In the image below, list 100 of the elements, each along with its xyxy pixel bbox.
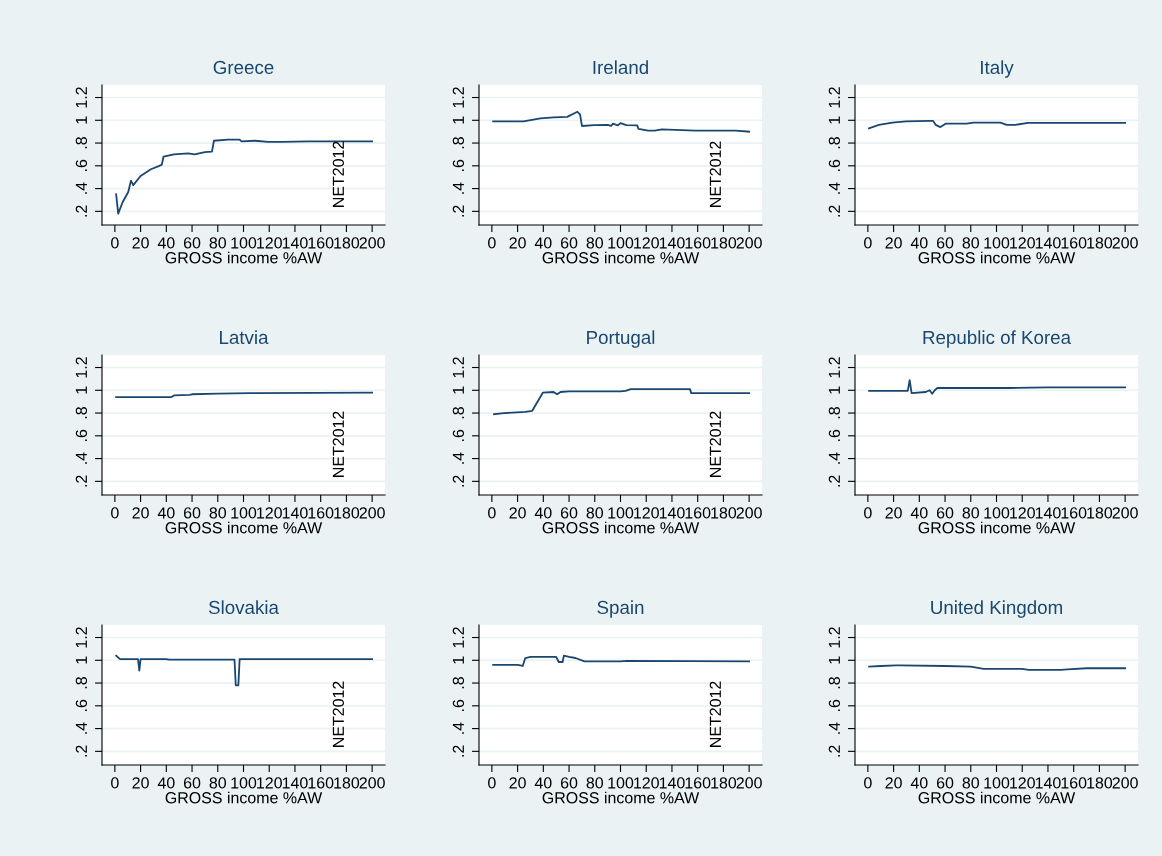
y-tick-label: 1 bbox=[452, 656, 464, 664]
x-tick-label: 40 bbox=[157, 237, 175, 249]
x-axis-title: GROSS income %AW bbox=[542, 791, 700, 804]
y-tick-label: 1 bbox=[452, 386, 464, 394]
y-tick-label: .6 bbox=[828, 429, 841, 442]
x-tick-label: 0 bbox=[864, 237, 872, 249]
x-tick-label: 200 bbox=[1112, 507, 1138, 519]
x-tick-label: 0 bbox=[488, 507, 496, 519]
x-tick-label: 120 bbox=[257, 237, 282, 249]
line-series bbox=[867, 119, 1127, 130]
y-tick-label: .2 bbox=[75, 475, 87, 487]
x-tick-label: 20 bbox=[885, 237, 902, 249]
x-tick-label: 60 bbox=[560, 237, 578, 249]
x-tick-label: 40 bbox=[910, 507, 928, 519]
y-tick-label: .6 bbox=[828, 699, 841, 712]
y-tick-label: .4 bbox=[75, 722, 87, 734]
x-tick-label: 60 bbox=[183, 507, 201, 519]
x-tick-label: 140 bbox=[1035, 237, 1061, 249]
x-tick-label: 140 bbox=[282, 777, 308, 789]
y-tick-label: .4 bbox=[452, 452, 464, 464]
x-axis-title: GROSS income %AW bbox=[918, 521, 1076, 534]
y-tick-label: 1.2 bbox=[828, 357, 840, 378]
x-tick-label: 40 bbox=[910, 777, 928, 789]
x-tick-label: 60 bbox=[936, 237, 954, 249]
x-tick-label: 160 bbox=[308, 237, 334, 249]
y-tick-label: .8 bbox=[75, 407, 88, 419]
x-tick-label: 180 bbox=[1087, 237, 1113, 249]
x-tick-label: 60 bbox=[560, 777, 578, 789]
x-tick-label: 160 bbox=[1061, 237, 1087, 249]
x-tick-label: 80 bbox=[962, 237, 980, 249]
x-tick-label: 180 bbox=[334, 237, 360, 249]
x-tick-label: 20 bbox=[509, 507, 526, 519]
x-tick-label: 100 bbox=[231, 507, 257, 519]
x-tick-label: 140 bbox=[659, 237, 685, 249]
x-tick-label: 40 bbox=[157, 507, 175, 519]
x-tick-label: 80 bbox=[962, 777, 980, 789]
y-tick-label: 1.2 bbox=[828, 627, 840, 648]
x-tick-label: 100 bbox=[608, 507, 634, 519]
x-tick-label: 100 bbox=[984, 237, 1010, 249]
x-tick-label: 100 bbox=[984, 777, 1010, 789]
chart-title: Spain bbox=[597, 600, 644, 618]
y-tick-label: .6 bbox=[452, 429, 465, 442]
x-tick-label: 0 bbox=[111, 777, 119, 789]
x-tick-label: 60 bbox=[560, 507, 578, 519]
y-tick-label: 1.2 bbox=[452, 627, 464, 648]
y-tick-label: 1 bbox=[828, 386, 840, 394]
x-axis-title: GROSS income %AW bbox=[165, 791, 323, 804]
x-tick-label: 20 bbox=[885, 507, 902, 519]
x-tick-label: 0 bbox=[488, 237, 496, 249]
x-tick-label: 160 bbox=[685, 507, 711, 519]
y-tick-label: 1.2 bbox=[75, 87, 87, 108]
y-tick-label: .8 bbox=[452, 137, 465, 149]
y-tick-label: .4 bbox=[452, 722, 464, 734]
x-tick-label: 120 bbox=[1010, 237, 1035, 249]
x-tick-label: 200 bbox=[736, 237, 762, 249]
y-tick-label: .2 bbox=[828, 205, 840, 217]
x-tick-label: 180 bbox=[711, 777, 737, 789]
x-tick-label: 180 bbox=[334, 777, 360, 789]
x-tick-label: 0 bbox=[111, 237, 119, 249]
x-tick-label: 120 bbox=[634, 777, 659, 789]
chart-title: United Kingdom bbox=[931, 600, 1062, 618]
x-tick-label: 140 bbox=[282, 237, 308, 249]
chart-title: Republic of Korea bbox=[923, 330, 1072, 348]
annotation: NET2012 bbox=[709, 681, 722, 747]
y-tick-label: .2 bbox=[452, 745, 464, 757]
y-tick-label: 1 bbox=[828, 116, 840, 124]
x-axis-title: GROSS income %AW bbox=[918, 251, 1076, 264]
y-tick-label: .6 bbox=[452, 159, 465, 172]
x-axis-title: GROSS income %AW bbox=[542, 251, 700, 264]
line-series bbox=[115, 138, 374, 215]
x-tick-label: 140 bbox=[659, 777, 685, 789]
x-tick-label: 100 bbox=[608, 237, 634, 249]
y-tick-label: .2 bbox=[828, 745, 840, 757]
chart-title: Greece bbox=[213, 60, 274, 75]
y-tick-label: .8 bbox=[75, 677, 88, 689]
x-tick-label: 100 bbox=[608, 777, 634, 789]
chart-title: Portugal bbox=[587, 330, 655, 348]
x-tick-label: 200 bbox=[359, 777, 385, 789]
y-tick-label: 1.2 bbox=[75, 357, 87, 378]
x-tick-label: 180 bbox=[1087, 777, 1113, 789]
x-axis-title: GROSS income %AW bbox=[165, 521, 323, 534]
y-tick-label: .4 bbox=[828, 452, 840, 464]
x-tick-label: 40 bbox=[910, 237, 928, 249]
y-tick-label: 1 bbox=[828, 656, 840, 664]
x-tick-label: 80 bbox=[209, 777, 227, 789]
y-tick-label: .4 bbox=[75, 452, 87, 464]
x-tick-label: 140 bbox=[282, 507, 308, 519]
annotation: NET2012 bbox=[332, 681, 345, 747]
chart-title: Italy bbox=[981, 60, 1014, 78]
x-tick-label: 20 bbox=[509, 777, 526, 789]
x-tick-label: 80 bbox=[586, 507, 604, 519]
x-tick-label: 80 bbox=[586, 237, 604, 249]
x-tick-label: 20 bbox=[132, 237, 149, 249]
y-tick-label: 1.2 bbox=[452, 87, 464, 108]
x-tick-label: 80 bbox=[586, 777, 604, 789]
x-tick-label: 100 bbox=[231, 777, 257, 789]
x-tick-label: 100 bbox=[984, 507, 1010, 519]
x-tick-label: 160 bbox=[1061, 507, 1087, 519]
x-tick-label: 200 bbox=[1112, 237, 1138, 249]
chart-title: Ireland bbox=[593, 60, 648, 75]
